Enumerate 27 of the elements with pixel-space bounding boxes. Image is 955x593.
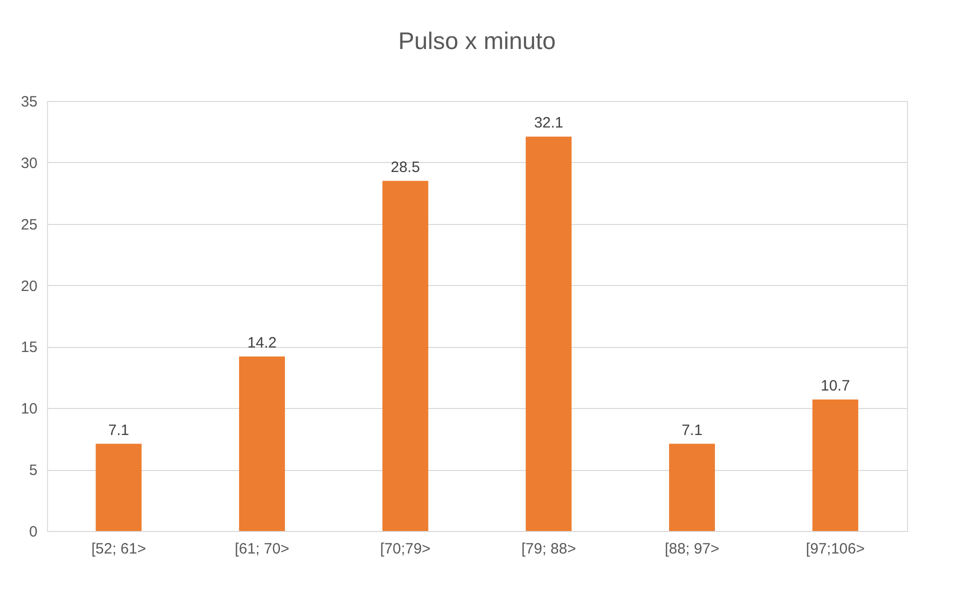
data-label: 7.1 (108, 422, 130, 439)
data-label: 7.1 (682, 422, 702, 439)
bar (382, 180, 428, 531)
data-label: 10.7 (820, 378, 850, 395)
chart-title: Pulso x minuto (398, 28, 556, 55)
bar (669, 444, 715, 531)
data-label: 28.5 (390, 158, 420, 176)
y-tick-label: 10 (20, 400, 38, 418)
x-tick-label: [79; 88> (521, 540, 576, 558)
x-tick-label: [70;79> (380, 540, 431, 558)
bar (526, 136, 572, 531)
x-tick-label: [61; 70> (234, 540, 290, 558)
y-tick-label: 20 (20, 278, 38, 295)
data-label: 32.1 (534, 114, 564, 132)
bar (96, 444, 142, 531)
y-tick-label: 25 (20, 216, 38, 234)
x-tick-label: [52; 61> (91, 540, 146, 558)
x-tick-label: [88; 97> (664, 540, 720, 558)
y-tick-label: 15 (20, 339, 38, 356)
data-label: 14.2 (247, 334, 277, 352)
y-tick-label: 0 (29, 524, 38, 540)
bar (239, 356, 285, 531)
y-tick-label: 5 (29, 462, 38, 480)
bar (812, 400, 858, 531)
y-tick-label: 30 (20, 154, 38, 172)
y-tick-label: 35 (20, 94, 38, 110)
x-tick-label: [97;106> (806, 540, 865, 558)
